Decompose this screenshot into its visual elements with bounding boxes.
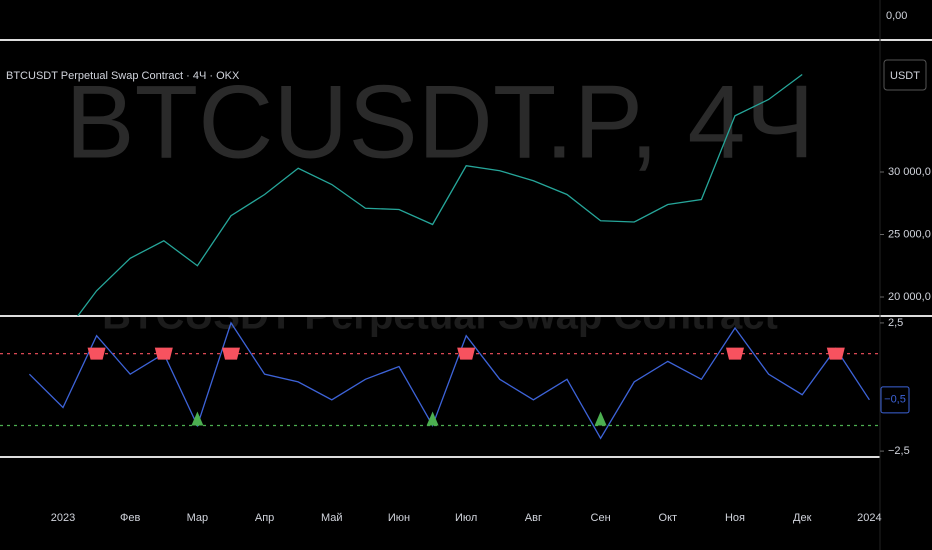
x-tick-label: 2023 (51, 512, 75, 524)
y-tick-label: 20 000,0 (888, 291, 931, 303)
y-tick-label: 2,5 (888, 317, 903, 329)
x-tick-label: Авг (525, 512, 542, 524)
signal-marker (426, 411, 439, 426)
x-tick-label: Июн (388, 512, 410, 524)
x-tick-label: Фев (120, 512, 140, 524)
currency-label: USDT (890, 70, 920, 82)
x-tick-label: 2024 (857, 512, 881, 524)
x-tick-label: Апр (255, 512, 274, 524)
signal-marker (594, 411, 607, 426)
signal-marker (191, 411, 204, 426)
signal-marker (726, 347, 744, 360)
signal-marker (154, 347, 173, 360)
x-tick-label: Ноя (725, 512, 745, 524)
x-tick-label: Окт (659, 512, 678, 524)
header-value: 0,00 (886, 10, 907, 22)
currency-button[interactable] (883, 59, 927, 91)
signal-marker (826, 347, 845, 360)
signal-marker (457, 347, 476, 360)
y-tick-label: 30 000,0 (888, 166, 931, 178)
x-tick-label: Сен (591, 512, 611, 524)
series-line (28, 321, 870, 440)
x-tick-label: Июл (455, 512, 477, 524)
symbol-title: BTCUSDT Perpetual Swap Contract · 4Ч · O… (6, 70, 240, 82)
x-tick-label: Май (321, 512, 343, 524)
last-value-box (880, 386, 910, 414)
watermark: BTCUSDT.P, 4Ч (65, 64, 814, 180)
y-tick-label: −2,5 (888, 445, 910, 457)
watermark-2: BTCUSDT Perpetual Swap Contract (102, 294, 778, 338)
signal-marker (87, 347, 106, 360)
series-line (76, 73, 803, 316)
signal-marker (222, 347, 240, 360)
x-tick-label: Дек (793, 512, 812, 524)
y-tick-label: 25 000,0 (888, 228, 931, 240)
last-value-label: −0,5 (884, 394, 906, 406)
x-tick-label: Мар (187, 512, 209, 524)
